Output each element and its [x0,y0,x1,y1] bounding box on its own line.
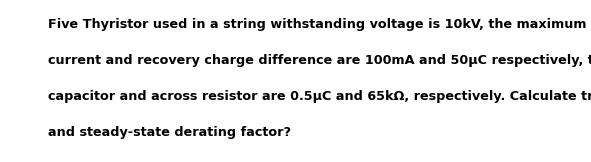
Text: capacitor and across resistor are 0.5μC and 65kΩ, respectively. Calculate transi: capacitor and across resistor are 0.5μC … [48,90,591,103]
Text: current and recovery charge difference are 100mA and 50μC respectively, the: current and recovery charge difference a… [48,54,591,67]
Text: and steady-state derating factor?: and steady-state derating factor? [48,126,291,139]
Text: Five Thyristor used in a string withstanding voltage is 10kV, the maximum leakag: Five Thyristor used in a string withstan… [48,18,591,31]
